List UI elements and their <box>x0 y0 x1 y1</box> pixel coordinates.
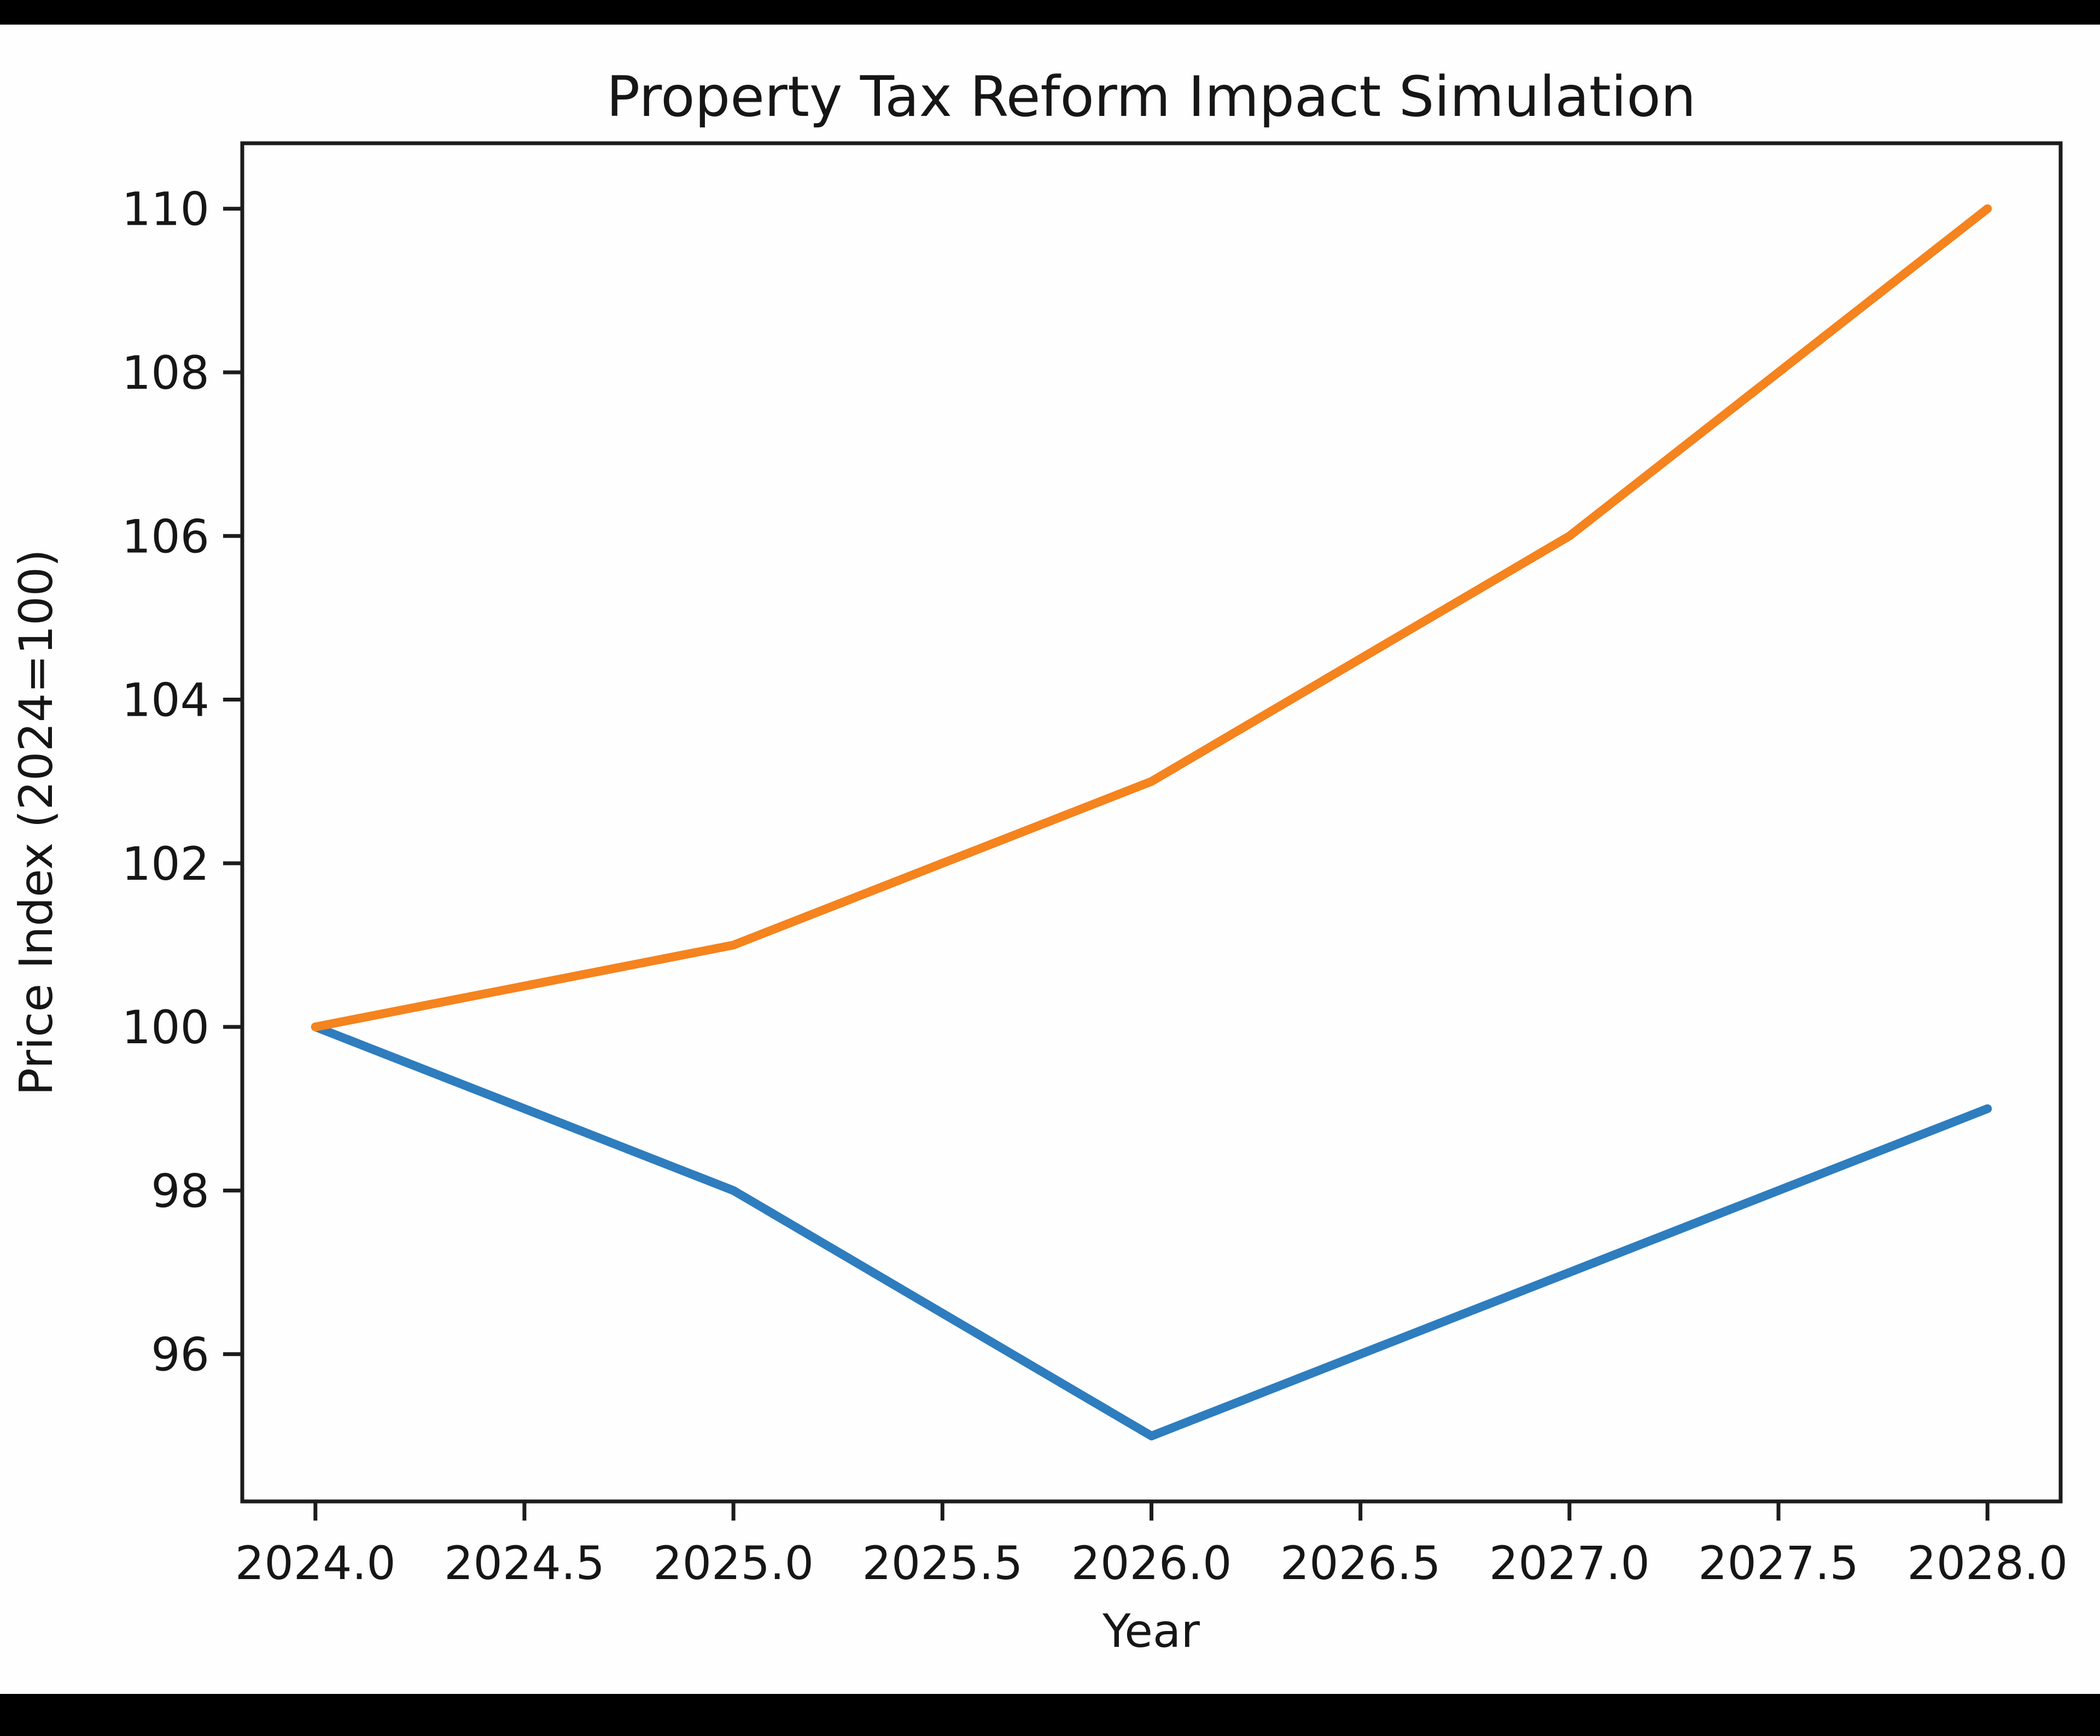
x-tick-label: 2025.5 <box>862 1536 1023 1590</box>
chart-title: Property Tax Reform Impact Simulation <box>606 65 1696 130</box>
x-tick-label: 2027.5 <box>1698 1536 1859 1590</box>
series-blue-line <box>311 1022 1992 1441</box>
y-tick-label: 96 <box>151 1328 209 1382</box>
y-tick-label: 102 <box>122 837 209 891</box>
y-axis-label: Price Index (2024=100) <box>9 549 63 1096</box>
plot-area: 2024.0 2024.5 2025.0 2025.5 2026.0 2026.5 2027… <box>122 141 2068 1590</box>
x-tick-label: 2026.0 <box>1071 1536 1232 1590</box>
y-tick-label: 106 <box>122 510 209 563</box>
y-tick-label: 98 <box>151 1164 209 1218</box>
y-tick-label: 100 <box>122 1001 209 1054</box>
y-tick-label: 110 <box>122 183 209 236</box>
x-tick-label: 2024.0 <box>235 1536 396 1590</box>
x-tick-label: 2026.5 <box>1280 1536 1441 1590</box>
series-orange-line <box>311 204 1992 1032</box>
x-tick-label: 2025.0 <box>653 1536 814 1590</box>
y-tick-label: 104 <box>122 674 209 727</box>
x-tick-label: 2027.0 <box>1489 1536 1650 1590</box>
x-tick-label: 2028.0 <box>1907 1536 2068 1590</box>
x-tick-label: 2024.5 <box>444 1536 605 1590</box>
y-tick-label: 108 <box>122 346 209 400</box>
x-axis-label: Year <box>1102 1604 1200 1658</box>
figure-canvas <box>0 25 2100 1694</box>
